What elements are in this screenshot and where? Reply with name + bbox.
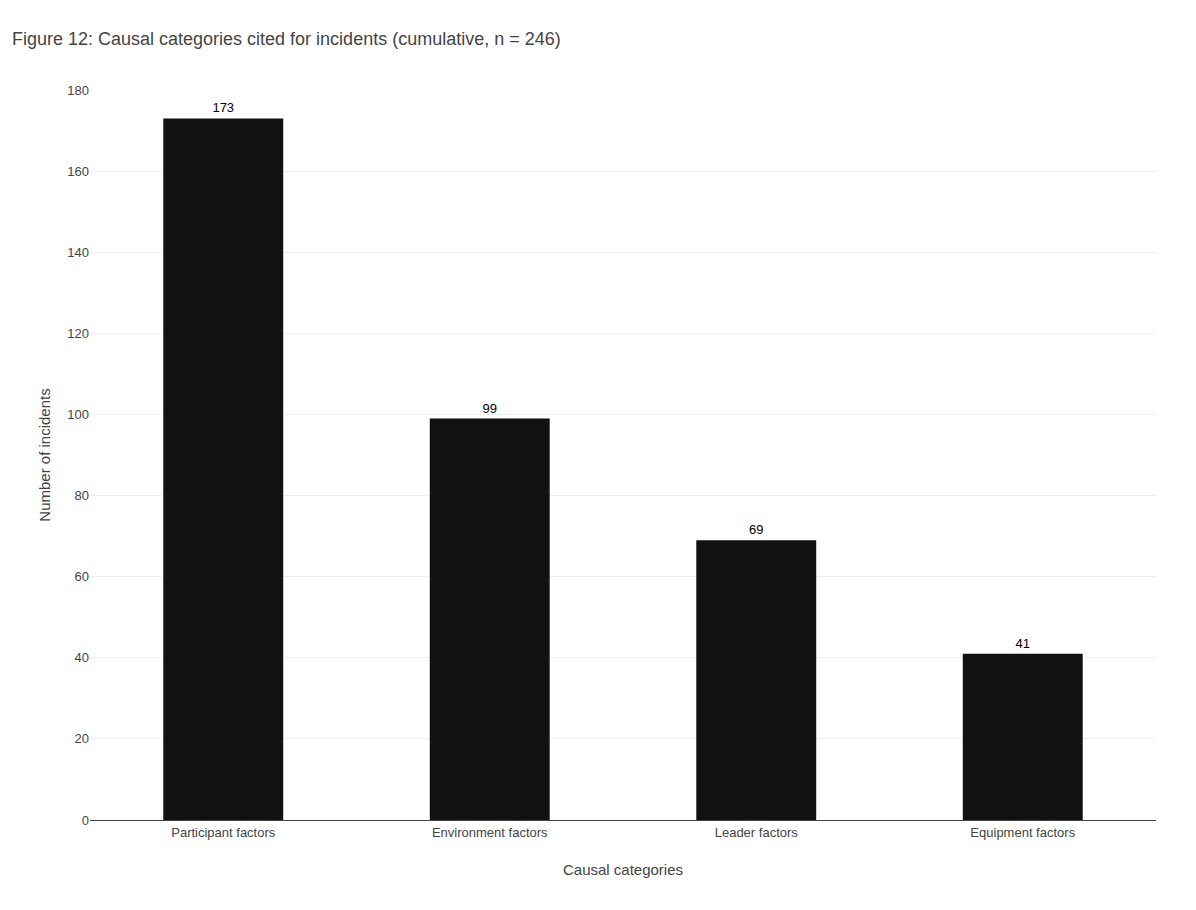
svg-text:120: 120 xyxy=(67,326,89,341)
svg-text:80: 80 xyxy=(75,488,89,503)
svg-text:41: 41 xyxy=(1016,636,1030,651)
svg-text:Figure 12: Causal categories c: Figure 12: Causal categories cited for i… xyxy=(12,29,561,49)
svg-text:Causal categories: Causal categories xyxy=(563,861,683,878)
svg-text:Number of incidents: Number of incidents xyxy=(36,388,53,521)
svg-text:99: 99 xyxy=(483,401,497,416)
svg-text:Leader factors: Leader factors xyxy=(715,825,799,840)
svg-text:60: 60 xyxy=(75,569,89,584)
svg-text:40: 40 xyxy=(75,650,89,665)
svg-text:Participant factors: Participant factors xyxy=(171,825,276,840)
svg-text:69: 69 xyxy=(749,522,763,537)
svg-text:173: 173 xyxy=(212,100,234,115)
svg-text:20: 20 xyxy=(75,731,89,746)
svg-text:180: 180 xyxy=(67,83,89,98)
svg-text:140: 140 xyxy=(67,245,89,260)
svg-text:160: 160 xyxy=(67,164,89,179)
svg-text:100: 100 xyxy=(67,407,89,422)
svg-text:0: 0 xyxy=(82,813,89,828)
svg-text:Equipment factors: Equipment factors xyxy=(970,825,1075,840)
svg-text:Environment factors: Environment factors xyxy=(432,825,548,840)
